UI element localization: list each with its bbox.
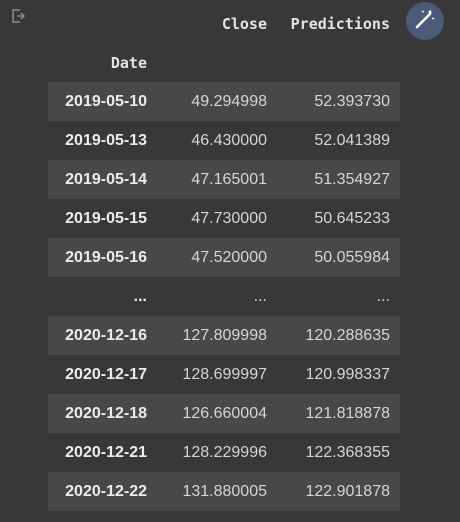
cell-predictions: 122.901878 <box>305 482 390 500</box>
cell-predictions: 50.645233 <box>314 209 390 227</box>
row-index-date: 2019-05-14 <box>65 170 147 188</box>
table-row: 2019-05-16 47.520000 50.055984 <box>48 238 400 277</box>
row-index-date: 2019-05-10 <box>65 92 147 110</box>
cell-close: 47.165001 <box>191 170 267 188</box>
row-index-date: 2020-12-21 <box>65 443 147 461</box>
row-index-date: 2020-12-17 <box>65 365 147 383</box>
cell-close: 47.730000 <box>191 209 267 227</box>
index-corner <box>48 4 157 43</box>
row-index-date: 2019-05-13 <box>65 131 147 149</box>
cell-predictions: 50.055984 <box>314 248 390 266</box>
index-name-date: Date <box>110 53 147 72</box>
table-row: 2020-12-18 126.660004 121.818878 <box>48 394 400 433</box>
cell-close: ... <box>253 287 267 305</box>
column-header-close: Close <box>221 14 267 33</box>
table-row: 2020-12-17 128.699997 120.998337 <box>48 355 400 394</box>
table-row: 2019-05-10 49.294998 52.393730 <box>48 82 400 121</box>
table-row: 2019-05-14 47.165001 51.354927 <box>48 160 400 199</box>
table-row: 2019-05-13 46.430000 52.041389 <box>48 121 400 160</box>
cell-close: 47.520000 <box>191 248 267 266</box>
table-row: 2020-12-21 128.229996 122.368355 <box>48 433 400 472</box>
row-index-date: 2019-05-15 <box>65 209 147 227</box>
index-header-spacer <box>277 43 400 82</box>
cell-close: 128.699997 <box>182 365 267 383</box>
cell-predictions: 122.368355 <box>305 443 390 461</box>
cell-predictions: 120.288635 <box>305 326 390 344</box>
cell-close: 128.229996 <box>182 443 267 461</box>
table-row: 2019-05-15 47.730000 50.645233 <box>48 199 400 238</box>
index-header-spacer <box>157 43 277 82</box>
row-index-date: ... <box>133 287 147 305</box>
cell-predictions: 120.998337 <box>305 365 390 383</box>
row-index-date: 2020-12-16 <box>65 326 147 344</box>
row-index-date: 2020-12-22 <box>65 482 147 500</box>
column-header-predictions: Predictions <box>290 14 390 33</box>
cell-predictions: 52.041389 <box>314 131 390 149</box>
cell-close: 131.880005 <box>182 482 267 500</box>
output-redirect-icon[interactable] <box>10 8 26 24</box>
cell-predictions: 121.818878 <box>305 404 390 422</box>
cell-close: 49.294998 <box>191 92 267 110</box>
table-body: 2019-05-10 49.294998 52.393730 2019-05-13 46… <box>48 82 400 511</box>
dataframe-table: Close Predictions Date 2019-05-10 49.2949… <box>48 4 400 511</box>
cell-close: 46.430000 <box>191 131 267 149</box>
index-header-row: Date <box>48 43 400 82</box>
magic-wand-icon <box>414 8 436 35</box>
cell-predictions: ... <box>376 287 390 305</box>
table-row: 2020-12-22 131.880005 122.901878 <box>48 472 400 511</box>
table-row: 2020-12-16 127.809998 120.288635 <box>48 316 400 355</box>
row-index-date: 2019-05-16 <box>65 248 147 266</box>
row-index-date: 2020-12-18 <box>65 404 147 422</box>
magic-wand-button[interactable] <box>406 2 444 40</box>
cell-predictions: 51.354927 <box>314 170 390 188</box>
cell-close: 127.809998 <box>182 326 267 344</box>
cell-close: 126.660004 <box>182 404 267 422</box>
cell-predictions: 52.393730 <box>314 92 390 110</box>
table-row: ......... <box>48 277 400 316</box>
column-header-row: Close Predictions <box>48 4 400 43</box>
